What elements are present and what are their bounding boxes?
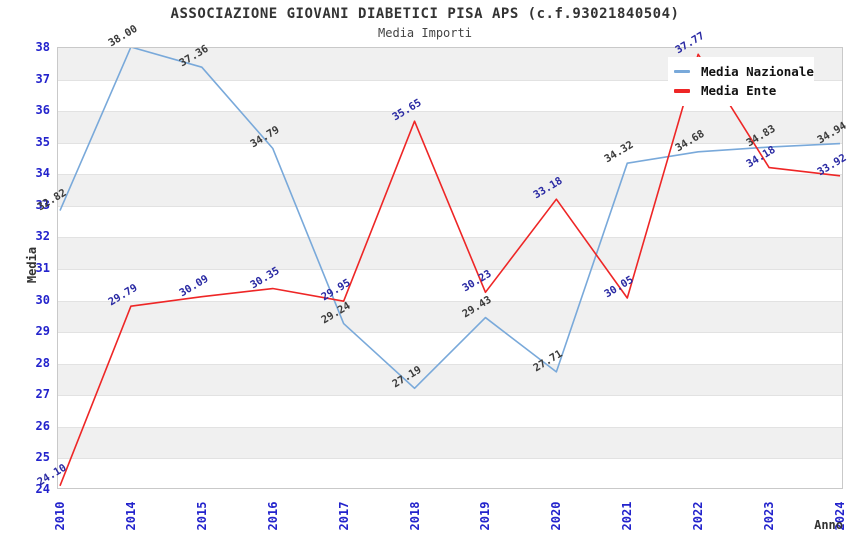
y-axis-tick-label: 34 — [35, 166, 50, 181]
series-line-media-ente — [59, 53, 841, 487]
y-axis-tick-label: 26 — [35, 418, 50, 433]
x-axis-tick-label: 2015 — [194, 501, 209, 531]
y-axis-title: Media — [25, 246, 40, 284]
y-axis-tick-label: 35 — [35, 134, 50, 149]
legend-swatch-media-ente — [674, 88, 690, 93]
y-axis-tick-label: 25 — [35, 450, 50, 465]
chart-title: ASSOCIAZIONE GIOVANI DIABETICI PISA APS … — [170, 6, 680, 22]
x-axis-tick-label: 2022 — [691, 501, 706, 531]
x-axis-title: Anno — [814, 518, 843, 532]
legend-swatch-media-nazionale — [674, 70, 690, 73]
y-axis-tick-label: 27 — [35, 387, 50, 402]
series-line-media-nazionale — [59, 48, 841, 390]
y-axis-tick-label: 37 — [35, 71, 50, 86]
gridline — [58, 142, 842, 144]
y-axis-tick-label: 29 — [35, 324, 50, 339]
plot-band — [58, 111, 842, 143]
x-axis-tick-label: 2023 — [762, 501, 777, 531]
x-axis-tick-label: 2010 — [53, 501, 67, 531]
gridline — [58, 174, 842, 176]
plot-band — [58, 174, 842, 206]
gridline — [58, 458, 842, 460]
legend-label: Media Ente — [701, 83, 777, 98]
gridline — [58, 426, 842, 428]
y-axis-tick-label: 33 — [35, 197, 50, 212]
y-axis-tick-label: 28 — [35, 355, 50, 370]
gridline — [58, 111, 842, 113]
x-axis-tick-label: 2019 — [478, 501, 493, 531]
plot-band — [58, 363, 842, 396]
plot-area — [57, 47, 843, 489]
series-lines — [59, 48, 841, 487]
gridline — [58, 363, 842, 365]
y-axis-tick-label: 36 — [35, 103, 50, 118]
plot-band — [58, 426, 842, 459]
gridline — [58, 237, 842, 239]
y-axis-tick-label: 30 — [35, 292, 50, 307]
y-axis-tick-label: 24 — [35, 482, 50, 496]
chart-subtitle: Media Importi — [378, 26, 472, 40]
legend-label: Media Nazionale — [701, 64, 814, 79]
legend-item-media-ente: Media Ente — [674, 81, 808, 100]
x-axis-tick-label: 2014 — [123, 501, 138, 531]
y-axis-tick-label: 38 — [35, 40, 50, 54]
x-axis-tick-label: 2016 — [265, 501, 280, 531]
gridline — [58, 395, 842, 397]
plot-band — [58, 237, 842, 269]
legend: Media Nazionale Media Ente — [668, 57, 814, 106]
x-axis-tick-label: 2017 — [336, 501, 351, 531]
x-axis-tick-label: 2018 — [407, 501, 422, 531]
gridline — [58, 300, 842, 302]
plot-band — [58, 300, 842, 333]
gridline — [58, 269, 842, 270]
legend-item-media-nazionale: Media Nazionale — [674, 62, 814, 81]
y-axis-tick-label: 32 — [35, 229, 50, 244]
gridline — [58, 332, 842, 334]
gridline — [58, 79, 842, 81]
x-axis-tick-label: 2020 — [549, 501, 564, 531]
x-axis-tick-label: 2021 — [620, 501, 635, 531]
